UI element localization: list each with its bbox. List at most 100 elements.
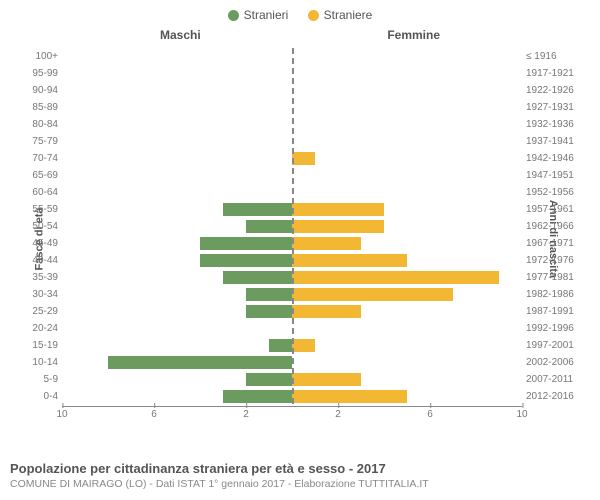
birth-year-label: 1977-1981: [526, 272, 584, 283]
male-half: [62, 82, 292, 99]
birth-year-label: 1927-1931: [526, 102, 584, 113]
female-bar: [292, 237, 361, 250]
legend-label-female: Straniere: [324, 8, 373, 22]
female-bar: [292, 220, 384, 233]
male-bar: [200, 254, 292, 267]
male-bar: [108, 356, 292, 369]
female-bar: [292, 271, 499, 284]
female-half: [292, 65, 522, 82]
female-bar: [292, 152, 315, 165]
chart-subtitle: COMUNE DI MAIRAGO (LO) - Dati ISTAT 1° g…: [10, 478, 590, 490]
male-half: [62, 235, 292, 252]
age-label: 15-19: [18, 340, 58, 351]
age-label: 25-29: [18, 306, 58, 317]
male-half: [62, 116, 292, 133]
female-half: [292, 82, 522, 99]
female-bar: [292, 288, 453, 301]
female-half: [292, 320, 522, 337]
column-header-female: Femmine: [387, 28, 440, 42]
age-label: 90-94: [18, 85, 58, 96]
birth-year-label: 1962-1966: [526, 221, 584, 232]
female-half: [292, 201, 522, 218]
x-axis-line: [62, 406, 522, 407]
female-half: [292, 252, 522, 269]
female-half: [292, 184, 522, 201]
male-half: [62, 269, 292, 286]
female-bar: [292, 254, 407, 267]
age-label: 85-89: [18, 102, 58, 113]
male-half: [62, 303, 292, 320]
legend-item-female: Straniere: [308, 8, 373, 22]
population-pyramid-chart: Stranieri Straniere Maschi Femmine Fasce…: [0, 0, 600, 500]
male-half: [62, 320, 292, 337]
center-divider: [292, 48, 294, 404]
female-half: [292, 218, 522, 235]
male-half: [62, 150, 292, 167]
male-half: [62, 337, 292, 354]
birth-year-label: 2002-2006: [526, 357, 584, 368]
female-bar: [292, 305, 361, 318]
age-label: 45-49: [18, 238, 58, 249]
female-half: [292, 167, 522, 184]
male-bar: [223, 390, 292, 403]
birth-year-label: 1957-1961: [526, 204, 584, 215]
plot-area: Fasce di età Anni di nascita 100+≤ 19169…: [10, 44, 590, 434]
chart-title: Popolazione per cittadinanza straniera p…: [10, 461, 590, 476]
male-bar: [200, 237, 292, 250]
x-tick: 6: [427, 409, 433, 420]
female-half: [292, 48, 522, 65]
age-label: 75-79: [18, 136, 58, 147]
age-label: 100+: [18, 51, 58, 62]
age-label: 50-54: [18, 221, 58, 232]
age-label: 30-34: [18, 289, 58, 300]
age-label: 35-39: [18, 272, 58, 283]
age-label: 55-59: [18, 204, 58, 215]
female-half: [292, 286, 522, 303]
birth-year-label: 1972-1976: [526, 255, 584, 266]
birth-year-label: ≤ 1916: [526, 51, 584, 62]
x-tick: 6: [151, 409, 157, 420]
male-bar: [223, 271, 292, 284]
birth-year-label: 1952-1956: [526, 187, 584, 198]
chart-footer: Popolazione per cittadinanza straniera p…: [10, 461, 590, 490]
male-half: [62, 286, 292, 303]
female-half: [292, 269, 522, 286]
age-label: 40-44: [18, 255, 58, 266]
female-bar: [292, 373, 361, 386]
male-bar: [246, 288, 292, 301]
male-half: [62, 65, 292, 82]
age-label: 65-69: [18, 170, 58, 181]
male-half: [62, 184, 292, 201]
male-bar: [223, 203, 292, 216]
birth-year-label: 1967-1971: [526, 238, 584, 249]
x-tick: 10: [516, 409, 527, 420]
birth-year-label: 1997-2001: [526, 340, 584, 351]
male-half: [62, 371, 292, 388]
birth-year-label: 2012-2016: [526, 391, 584, 402]
birth-year-label: 1942-1946: [526, 153, 584, 164]
male-bar: [246, 373, 292, 386]
x-tick: 10: [56, 409, 67, 420]
male-half: [62, 218, 292, 235]
birth-year-label: 1937-1941: [526, 136, 584, 147]
female-half: [292, 371, 522, 388]
male-half: [62, 388, 292, 405]
birth-year-label: 1992-1996: [526, 323, 584, 334]
age-label: 10-14: [18, 357, 58, 368]
female-half: [292, 116, 522, 133]
female-bar: [292, 390, 407, 403]
birth-year-label: 1917-1921: [526, 68, 584, 79]
legend-label-male: Stranieri: [244, 8, 289, 22]
female-half: [292, 303, 522, 320]
male-bar: [269, 339, 292, 352]
legend-swatch-male: [228, 10, 239, 21]
male-half: [62, 201, 292, 218]
female-half: [292, 337, 522, 354]
male-half: [62, 167, 292, 184]
birth-year-label: 1987-1991: [526, 306, 584, 317]
birth-year-label: 2007-2011: [526, 374, 584, 385]
female-bar: [292, 339, 315, 352]
female-half: [292, 388, 522, 405]
x-tick: 2: [335, 409, 341, 420]
male-half: [62, 99, 292, 116]
